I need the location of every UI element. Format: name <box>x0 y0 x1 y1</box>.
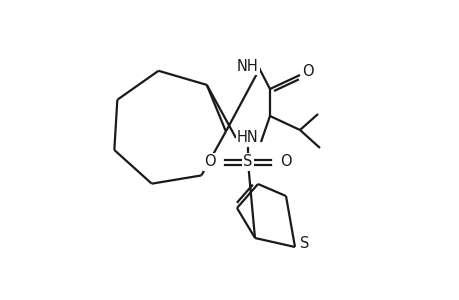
Text: S: S <box>300 236 309 251</box>
Text: S: S <box>243 154 252 169</box>
Text: HN: HN <box>236 130 258 146</box>
Text: NH: NH <box>236 58 258 74</box>
Text: O: O <box>302 64 313 79</box>
Text: O: O <box>280 154 291 169</box>
Text: O: O <box>204 154 215 169</box>
